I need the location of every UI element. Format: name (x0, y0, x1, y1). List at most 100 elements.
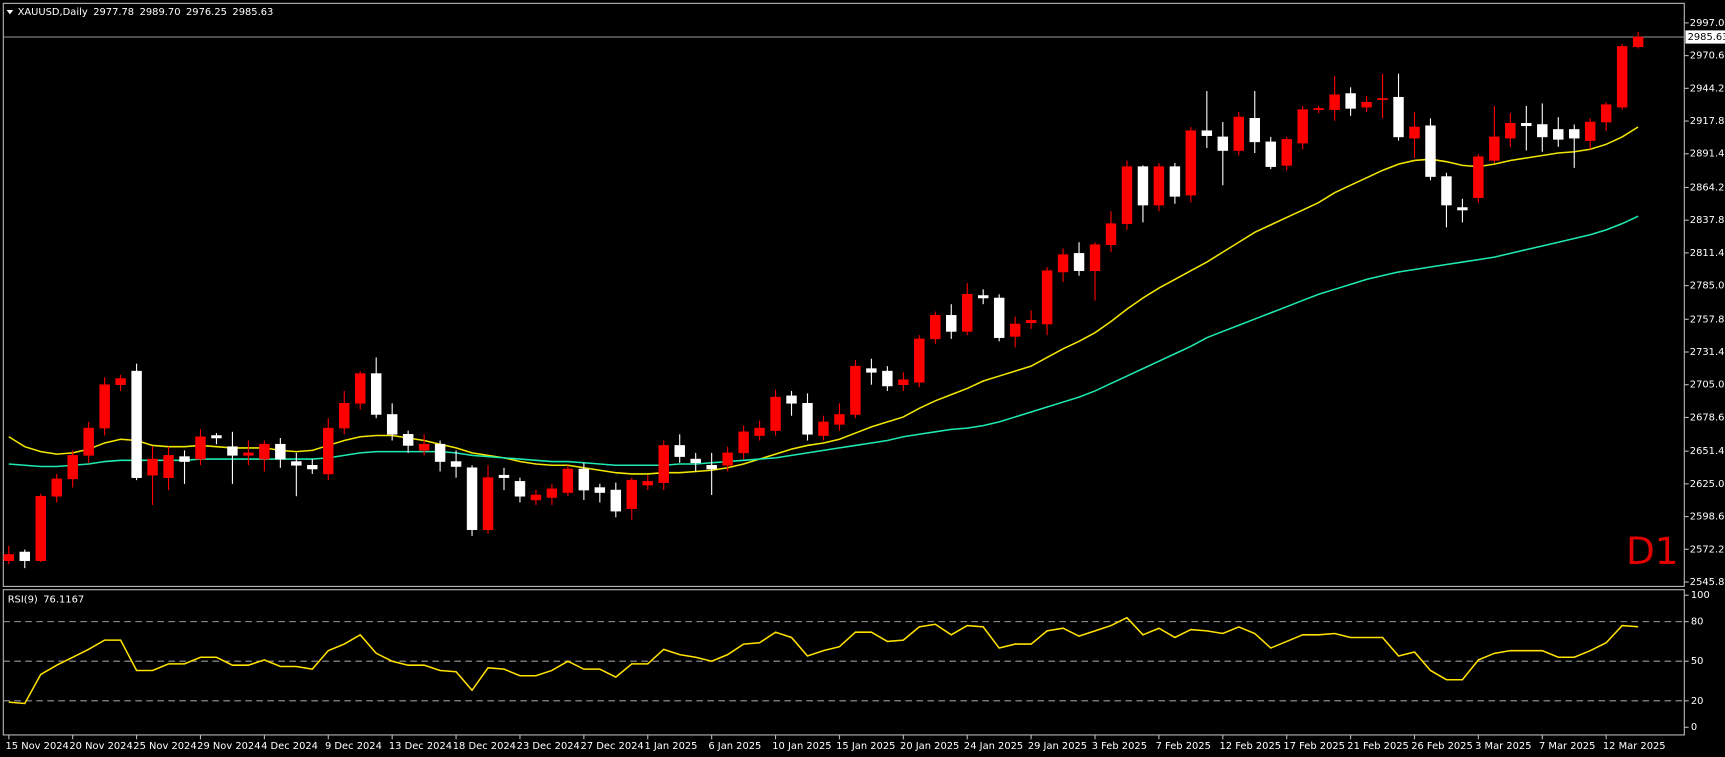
candle-body (1361, 101, 1372, 108)
candle-body (977, 295, 989, 299)
candle-body (642, 481, 653, 486)
candle-body (1233, 116, 1245, 151)
y-tick-label: 0 (1691, 722, 1697, 733)
candle-body (1073, 253, 1085, 272)
x-tick-label: 7 Feb 2025 (1156, 741, 1211, 752)
last-price-label: 2985.63 (1688, 32, 1725, 43)
candle-body (211, 435, 222, 439)
candle-body (243, 452, 254, 456)
candle-body (866, 368, 877, 373)
x-tick-label: 27 Dec 2024 (581, 741, 644, 752)
x-tick-label: 18 Dec 2024 (453, 741, 516, 752)
last-price-box (1685, 30, 1725, 44)
y-tick-label: 100 (1691, 590, 1710, 601)
x-tick-label: 20 Nov 2024 (69, 741, 132, 752)
candle-body (626, 479, 638, 509)
x-tick-label: 24 Jan 2025 (964, 741, 1023, 752)
candle-body (99, 384, 110, 429)
candle-body (818, 421, 829, 436)
x-tick-label: 7 Mar 2025 (1539, 741, 1595, 752)
candle-body (1137, 166, 1149, 206)
candle-body (578, 468, 590, 491)
y-tick-label: 2917.80 (1690, 116, 1725, 127)
candle-body (227, 446, 238, 456)
candle-body (1537, 124, 1548, 138)
collapse-icon[interactable] (6, 9, 14, 15)
candle-body (323, 427, 334, 475)
candle-body (1201, 130, 1213, 136)
candle-body (466, 467, 478, 530)
candle-body (1489, 136, 1500, 161)
x-tick-label: 25 Nov 2024 (133, 741, 196, 752)
candle-body (1249, 118, 1260, 143)
x-tick-label: 9 Dec 2024 (325, 741, 382, 752)
x-tick-label: 17 Feb 2025 (1283, 741, 1345, 752)
candle-body (1121, 166, 1133, 224)
low-label: 2976.25 (186, 7, 227, 18)
candle-body (1505, 122, 1516, 139)
x-tick-label: 15 Jan 2025 (836, 741, 895, 752)
x-tick-label: 29 Nov 2024 (197, 741, 260, 752)
rsi-panel-frame (2, 589, 1685, 736)
candle-body (1632, 36, 1644, 47)
candle-body (802, 403, 813, 435)
candle-body (706, 464, 717, 470)
y-tick-label: 2970.60 (1690, 51, 1725, 62)
x-tick-label: 26 Feb 2025 (1411, 741, 1473, 752)
x-tick-label: 21 Feb 2025 (1347, 741, 1409, 752)
candle-body (131, 370, 142, 478)
candle-body (1329, 94, 1340, 110)
candle-body (546, 488, 558, 498)
candle-body (386, 414, 398, 435)
candle-body (1281, 139, 1292, 166)
rsi-line (8, 616, 1639, 705)
candle-body (690, 458, 701, 464)
y-tick-label: 2545.80 (1690, 577, 1725, 588)
candle-body (1345, 93, 1356, 109)
x-tick-label: 6 Jan 2025 (708, 741, 761, 752)
rsi-current: 76.1167 (43, 595, 84, 606)
candle-body (1521, 122, 1532, 127)
candle-body (770, 396, 781, 431)
candle-body (1457, 207, 1468, 211)
candle-body (1105, 223, 1117, 245)
candle-body (1185, 130, 1197, 196)
y-tick-label: 2757.80 (1690, 314, 1725, 325)
y-tick-label: 2997.00 (1690, 18, 1725, 29)
candle-body (882, 370, 893, 387)
candle-body (610, 489, 622, 512)
candle-body (930, 315, 941, 340)
y-tick-label: 2891.40 (1690, 149, 1725, 160)
price-header: XAUUSD,Daily 2977.78 2989.70 2976.25 2985.63 (18, 7, 274, 18)
candle-body (993, 297, 1005, 338)
candle-body (115, 378, 126, 386)
candle-body (1217, 136, 1229, 151)
x-tick-label: 10 Jan 2025 (772, 741, 831, 752)
candle-body (898, 379, 909, 386)
candle-body (307, 464, 318, 470)
x-tick-label: 23 Dec 2024 (517, 741, 580, 752)
candle-body (51, 478, 62, 497)
candle-body (754, 427, 765, 436)
x-tick-label: 15 Nov 2024 (6, 741, 69, 752)
y-tick-label: 2651.40 (1690, 446, 1725, 457)
candle-body (434, 443, 446, 462)
x-tick-label: 3 Feb 2025 (1092, 741, 1147, 752)
candle-body (35, 495, 46, 561)
candle-body (3, 554, 15, 561)
y-tick-label: 2678.60 (1690, 412, 1725, 423)
candle-body (19, 551, 31, 561)
y-tick-label: 2864.20 (1690, 182, 1725, 193)
y-tick-label: 2705.00 (1690, 380, 1725, 391)
candle-body (962, 293, 973, 332)
symbol: XAUUSD,Daily (18, 7, 88, 18)
candle-body (834, 414, 845, 425)
candle-body (259, 443, 270, 460)
y-tick-label: 2837.80 (1690, 215, 1725, 226)
y-tick-label: 2598.60 (1690, 512, 1725, 523)
rsi-header: RSI(9) 76.1167 (8, 595, 84, 606)
candle-body (83, 427, 94, 456)
candle-body (1393, 96, 1404, 138)
